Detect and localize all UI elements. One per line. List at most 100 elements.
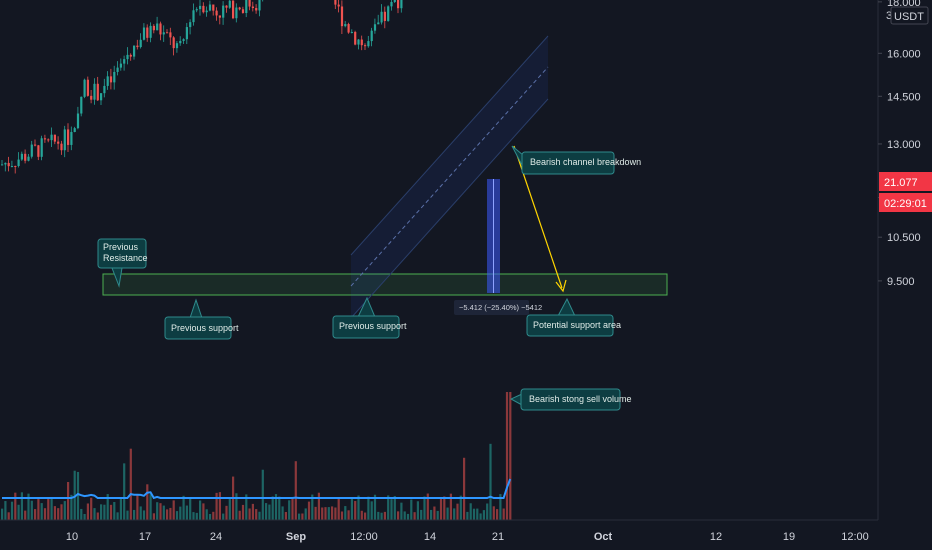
candle-8 <box>27 153 30 162</box>
callout-channel-breakdown-text: Bearish channel breakdown <box>530 157 641 167</box>
candle-41 <box>136 39 139 50</box>
volume-bar-0 <box>1 508 4 520</box>
y-tick-label-9: 9.500 <box>887 276 915 288</box>
candle-55 <box>182 38 185 45</box>
x-tick-label-5: 14 <box>424 531 436 543</box>
volume-bar-9 <box>30 500 33 520</box>
volume-bar-127 <box>420 509 423 520</box>
volume-bar-31 <box>103 504 106 520</box>
volume-bar-148 <box>489 443 492 520</box>
axis-top-tick-label: 3 <box>886 10 892 22</box>
x-tick-label-10: 12:00 <box>841 531 869 543</box>
candle-121 <box>400 0 403 13</box>
channel-upper-line[interactable] <box>350 35 549 256</box>
callout-previous-resistance[interactable]: Previous Resistance <box>97 238 148 288</box>
volume-bar-122 <box>403 511 406 520</box>
volume-bar-136 <box>449 493 452 520</box>
candle-107 <box>354 30 357 46</box>
volume-bar-126 <box>416 501 419 520</box>
volume-bar-82 <box>271 496 274 520</box>
volume-bar-137 <box>453 508 456 520</box>
volume-bar-51 <box>169 507 172 520</box>
channel-median-line[interactable] <box>350 66 549 287</box>
volume-bar-150 <box>496 509 499 520</box>
volume-bar-10 <box>34 509 37 520</box>
volume-bar-85 <box>281 506 284 520</box>
volume-bar-59 <box>195 512 198 520</box>
candle-68 <box>225 5 228 13</box>
callout-sell-volume[interactable]: Bearish stong sell volume <box>509 388 632 411</box>
candle-116 <box>383 6 386 29</box>
price-axis-panel[interactable] <box>878 0 932 550</box>
callout-previous-support-2-text: Previous support <box>339 321 407 331</box>
candle-77 <box>255 4 258 14</box>
x-tick-label-1: 17 <box>139 531 151 543</box>
current-price-tag: 21.077 02:29:01 <box>879 172 932 212</box>
volume-bar-14 <box>47 497 50 520</box>
candle-61 <box>202 2 205 14</box>
callout-channel-breakdown[interactable]: Bearish channel breakdown <box>511 145 641 175</box>
volume-bar-109 <box>360 510 363 520</box>
measure-label[interactable]: −5.412 (−25.40%) −5412 <box>454 300 542 315</box>
volume-bar-7 <box>24 510 27 520</box>
volume-bar-61 <box>202 503 205 520</box>
channel-lower-line[interactable] <box>350 98 549 319</box>
candle-73 <box>241 6 245 14</box>
volume-bar-68 <box>225 505 228 520</box>
candle-54 <box>179 36 182 46</box>
volume-bar-21 <box>70 494 73 520</box>
volume-bar-32 <box>106 494 109 520</box>
volume-bar-107 <box>354 501 357 520</box>
volume-bar-80 <box>265 503 268 520</box>
volume-bar-95 <box>314 506 317 520</box>
volume-bar-66 <box>218 492 221 520</box>
volume-bar-129 <box>426 493 429 520</box>
volume-bar-28 <box>93 508 96 520</box>
candle-42 <box>139 33 142 49</box>
callout-previous-resistance-line1: Previous <box>103 242 139 252</box>
volume-bar-146 <box>482 510 485 520</box>
callout-potential-support[interactable]: Potential support area <box>526 297 621 337</box>
candle-115 <box>380 4 383 25</box>
volume-bar-33 <box>109 504 113 520</box>
support-zone[interactable] <box>102 273 668 296</box>
candles-layer <box>1 0 403 174</box>
candle-43 <box>142 23 146 41</box>
volume-bar-98 <box>324 507 327 520</box>
volume-bar-22 <box>73 470 76 520</box>
candle-49 <box>162 25 165 42</box>
callout-previous-support-2[interactable]: Previous support <box>332 296 407 339</box>
candle-34 <box>113 65 116 90</box>
currency-label: USDT <box>894 11 924 23</box>
volume-bar-40 <box>133 509 136 520</box>
volume-bar-38 <box>126 510 129 520</box>
currency-badge[interactable]: USDT <box>890 6 929 25</box>
candle-0 <box>1 160 4 166</box>
volume-bar-63 <box>208 513 212 520</box>
volume-bar-139 <box>459 495 462 520</box>
callout-previous-support-1[interactable]: Previous support <box>164 298 239 340</box>
volume-bar-6 <box>20 492 23 520</box>
candle-106 <box>350 29 353 34</box>
candle-47 <box>156 16 159 31</box>
volume-bar-99 <box>327 507 330 520</box>
y-tick-label-6: 13.000 <box>887 139 921 151</box>
candle-30 <box>100 92 103 106</box>
volume-bar-53 <box>175 511 179 520</box>
volume-bar-20 <box>67 482 70 520</box>
volume-bar-11 <box>37 499 40 520</box>
volume-bar-64 <box>212 511 215 520</box>
candle-21 <box>70 126 73 151</box>
projection-arrow-head <box>555 279 567 293</box>
candle-24 <box>80 96 83 117</box>
volume-bar-75 <box>248 508 251 520</box>
candle-59 <box>195 7 198 13</box>
volume-bar-4 <box>14 492 17 520</box>
candle-79 <box>262 0 264 2</box>
candle-29 <box>96 76 99 101</box>
candle-120 <box>397 0 400 14</box>
time-axis-panel[interactable] <box>0 520 932 550</box>
volume-bar-8 <box>27 493 30 520</box>
candle-70 <box>232 0 235 20</box>
